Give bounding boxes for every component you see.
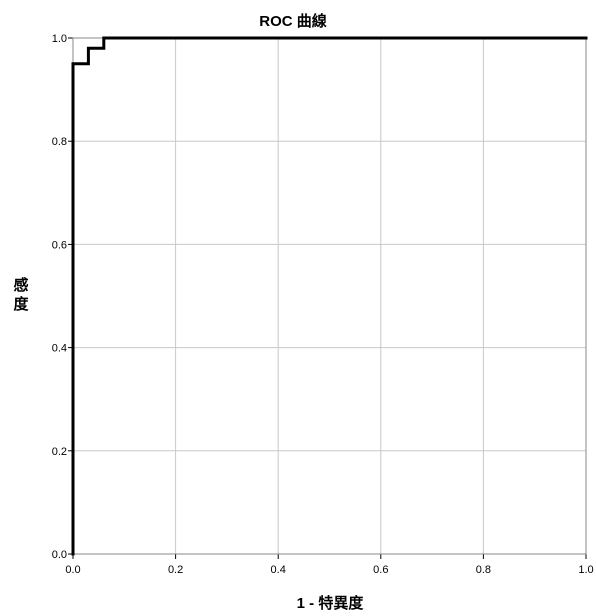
y-tick-label: 0.6 [52,239,67,251]
y-tick-label: 1.0 [52,33,67,45]
y-tick-label: 0.4 [52,343,67,355]
roc-curve-line [71,36,588,556]
y-tick-label: 0.2 [52,446,67,458]
y-axis-label-char-1: 感 [13,276,28,294]
grid-lines [68,37,587,559]
x-tick-label: 0.0 [65,564,80,576]
y-axis-label-char-2: 度 [13,295,29,313]
chart-title: ROC 曲線 [259,12,327,30]
x-tick-labels: 0.0 0.2 0.4 0.6 0.8 1.0 [65,564,593,576]
x-axis-label: 1 - 特異度 [297,594,365,612]
x-tick-label: 0.6 [373,564,388,576]
roc-curve-group [71,36,588,556]
x-tick-label: 0.8 [476,564,491,576]
x-tick-label: 1.0 [578,564,593,576]
plot-frame [72,37,587,555]
y-tick-label: 0.0 [52,549,67,561]
x-tick-label: 0.2 [168,564,183,576]
y-tick-labels: 0.0 0.2 0.4 0.6 0.8 1.0 [52,33,67,561]
y-tick-label: 0.8 [52,136,67,148]
x-tick-label: 0.4 [271,564,286,576]
